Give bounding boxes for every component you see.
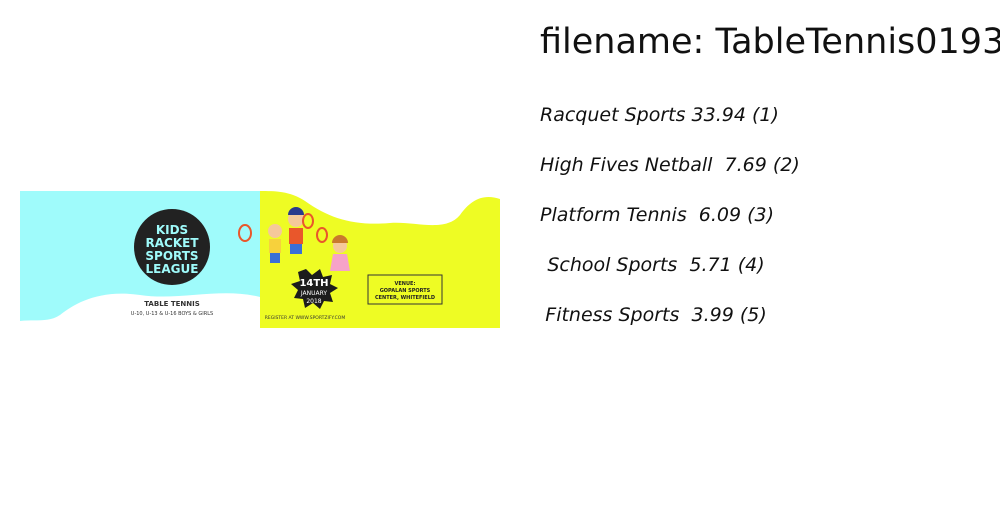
prediction: School Sports 5.71 (4) (547, 254, 765, 276)
prediction: Racquet Sports 33.94 (1) (540, 104, 779, 126)
venue-line: VENUE: (395, 281, 416, 287)
kids-illustration (238, 207, 350, 271)
prediction: Fitness Sports 3.99 (5) (545, 304, 767, 326)
date-badge (291, 269, 338, 309)
event-name: TABLE TENNIS (144, 300, 200, 308)
logo-circle (134, 209, 210, 285)
prediction-list: Racquet Sports 33.94 (1) High Fives Netba… (540, 98, 800, 348)
logo-line: SPORTS (145, 249, 198, 263)
logo-line: KIDS (156, 223, 188, 237)
event-groups: U-10, U-13 & U-16 BOYS & GIRLS (131, 311, 213, 317)
date-year: 2018 (306, 298, 321, 305)
logo-line: RACKET (145, 236, 199, 250)
filename-title: filename: TableTennis0193.jpg (540, 22, 1000, 62)
venue-line: GOPALAN SPORTS (380, 288, 431, 294)
venue-box (367, 274, 443, 305)
prediction: High Fives Netball 7.69 (2) (540, 154, 800, 176)
date-month: JANUARY (300, 290, 328, 297)
venue-line: CENTER, WHITEFIELD (375, 295, 435, 301)
prediction: Platform Tennis 6.09 (3) (540, 204, 775, 226)
date-day: 14TH (299, 278, 328, 289)
register-line: REGISTER AT WWW.SPORTZIFY.COM (265, 315, 346, 321)
logo-line: LEAGUE (146, 262, 199, 276)
banner-image: KIDS RACKET SPORTS LEAGUE TABLE TENNIS U… (20, 191, 500, 328)
